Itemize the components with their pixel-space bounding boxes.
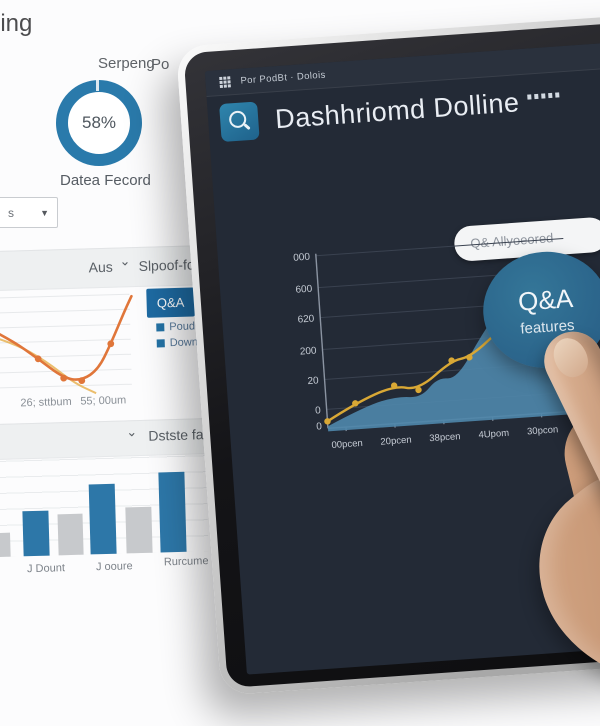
legend-item[interactable]: Down — [157, 336, 198, 349]
waffle-menu-icon[interactable] — [219, 76, 232, 89]
svg-text:0: 0 — [316, 421, 323, 432]
donut-percent-value: 58% — [56, 80, 142, 166]
legend-swatch — [157, 339, 165, 347]
svg-text:20: 20 — [307, 375, 319, 387]
legend-swatch — [156, 323, 164, 331]
section-label-aus: Aus — [88, 259, 113, 276]
svg-text:20pcen: 20pcen — [380, 435, 412, 448]
tablet-bezel: Por PodBt · Dolois Dashhriomd Dolline Q&… — [183, 21, 600, 688]
qa-circle-title: Q&A — [517, 282, 574, 317]
search-icon — [229, 110, 247, 128]
svg-text:600: 600 — [295, 284, 313, 296]
svg-text:200: 200 — [300, 345, 318, 357]
bar — [57, 514, 83, 556]
svg-text:0: 0 — [315, 405, 322, 416]
chevron-down-icon[interactable]: ⌄ — [126, 427, 137, 437]
dropdown-caret-icon: ▼ — [40, 208, 49, 218]
svg-text:620: 620 — [297, 313, 315, 325]
svg-text:00pcen: 00pcen — [331, 438, 363, 451]
svg-text:38pcen: 38pcen — [429, 431, 461, 444]
donut-caption: Datea Fecord — [60, 172, 151, 189]
line-chart-x-label: 26; sttbum — [20, 396, 72, 409]
svg-text:000: 000 — [293, 252, 311, 264]
partial-label-po: Po — [151, 56, 169, 73]
bar-label: J Dount — [27, 562, 65, 575]
bar-chart — [0, 454, 209, 557]
bar-label: J ooure — [96, 560, 133, 573]
bar-label: Rurcume — [164, 555, 209, 568]
svg-text:30pcon: 30pcon — [527, 424, 559, 437]
fingernail — [547, 332, 593, 382]
bar — [0, 533, 11, 558]
dashboard-title: Dashhriomd Dolline — [274, 87, 520, 135]
filter-dropdown[interactable]: s ▼ — [0, 197, 58, 228]
bar — [89, 484, 117, 555]
bar-chart-x-labels: J Dount J ooure Rurcume — [1, 558, 221, 578]
donut-card-title: Serpeng — [98, 55, 155, 72]
search-tile-button[interactable] — [219, 101, 260, 142]
svg-text:4Upom: 4Upom — [478, 428, 509, 441]
legend-label: Down — [170, 336, 198, 349]
dropdown-value: s — [0, 206, 40, 220]
line-chart-x-label: 55; 00um — [80, 394, 126, 407]
section-label-spoof: Slpoof-fof — [138, 256, 198, 274]
bar — [22, 511, 49, 557]
app-breadcrumb: Por PodBt · Dolois — [240, 70, 326, 87]
bar — [158, 472, 186, 553]
ellipsis-menu-icon[interactable] — [527, 92, 559, 99]
page-title-partial: iing — [0, 10, 32, 38]
qa-button[interactable]: Q&A — [146, 287, 195, 317]
tablet-device: Por PodBt · Dolois Dashhriomd Dolline Q&… — [176, 13, 600, 695]
tablet-topbar: Por PodBt · Dolois — [205, 40, 600, 97]
chevron-down-icon[interactable]: ⌄ — [119, 256, 130, 266]
bar — [125, 507, 152, 554]
